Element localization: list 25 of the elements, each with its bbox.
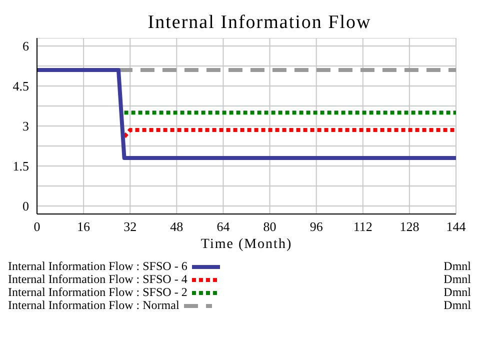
x-tick-label: 64: [216, 219, 230, 234]
legend-label: Internal Information Flow : SFSO - 6: [8, 259, 188, 273]
y-tick-label: 3: [22, 118, 29, 134]
x-tick-label: 144: [446, 219, 466, 234]
y-tick-label: 6: [22, 38, 30, 54]
x-axis-title: Time (Month): [200, 236, 294, 254]
text: Dmnl: [444, 298, 471, 312]
x-tick-label: 48: [170, 219, 184, 234]
text: Dmnl: [444, 259, 471, 273]
x-tick-label: 128: [400, 219, 420, 234]
legend-label: Internal Information Flow : SFSO - 2: [8, 285, 188, 299]
text: Dmnl: [444, 285, 471, 299]
text: Dmnl: [444, 272, 471, 286]
y-tick-label: 0: [22, 198, 29, 214]
y-tick-label: 1.5: [12, 158, 29, 174]
x-tick-label: 0: [34, 219, 40, 234]
legend-label: Internal Information Flow : Normal: [8, 298, 180, 312]
y-tick-label: 4.5: [12, 78, 29, 94]
x-tick-label: 80: [263, 219, 276, 234]
chart-title: Internal Information Flow: [146, 11, 372, 35]
legend-label: Internal Information Flow : SFSO - 4: [8, 272, 188, 286]
x-tick-label: 32: [124, 219, 137, 234]
x-tick-label: 16: [77, 219, 91, 234]
x-tick-label: 96: [310, 219, 324, 234]
x-tick-label: 112: [353, 219, 372, 234]
